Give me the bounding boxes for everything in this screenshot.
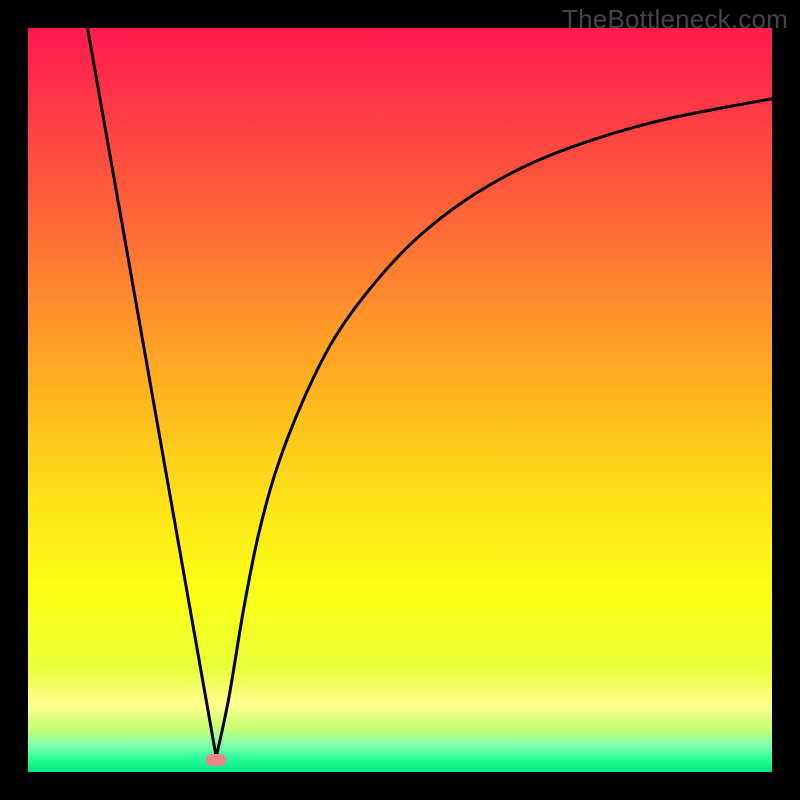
optimum-marker [206, 754, 227, 766]
bottleneck-curve [88, 28, 772, 757]
plot-area [28, 28, 772, 772]
watermark-text: TheBottleneck.com [562, 4, 788, 35]
curve-layer [28, 28, 772, 772]
chart-frame: TheBottleneck.com [0, 0, 800, 800]
